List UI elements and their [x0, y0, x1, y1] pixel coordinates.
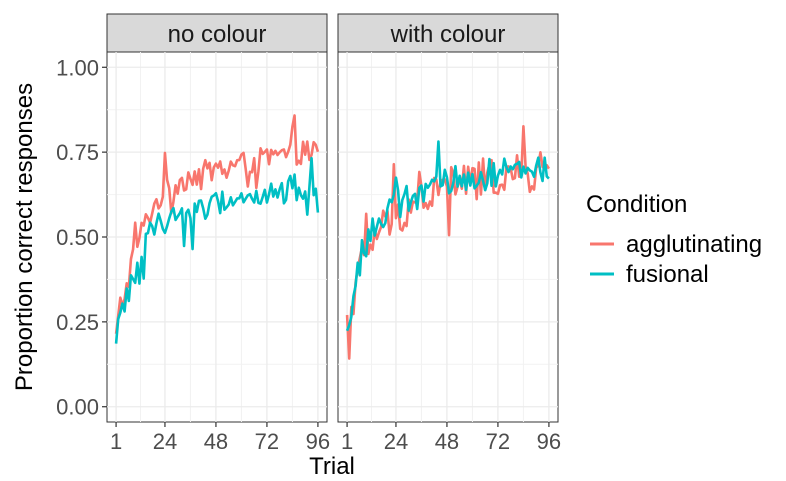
x-axis-ticks: 1 24 48 72 96 [110, 422, 330, 454]
series-line-fusional [345, 140, 550, 332]
x-tick-label: 24 [153, 429, 177, 454]
facet-strip-label: with colour [390, 21, 506, 48]
y-tick-label: 1.00 [56, 55, 99, 80]
x-tick-label: 24 [384, 429, 408, 454]
y-tick-label: 0.00 [56, 395, 99, 420]
x-tick-label: 96 [306, 429, 330, 454]
x-tick-label: 48 [204, 429, 228, 454]
series-lines [114, 114, 320, 344]
y-tick-label: 0.75 [56, 140, 99, 165]
x-tick-label: 72 [486, 429, 510, 454]
legend-title: Condition [586, 191, 687, 218]
x-axis-title: Trial [309, 453, 355, 480]
facet-panel-no-colour: no colour 1 24 48 72 96 [106, 13, 330, 454]
x-tick-label: 72 [255, 429, 279, 454]
x-tick-label: 96 [537, 429, 561, 454]
x-tick-label: 1 [341, 429, 353, 454]
y-axis-title: Proportion correct responses [11, 83, 38, 391]
legend-label-agglutinating: agglutinating [626, 231, 762, 258]
series-line-fusional [114, 156, 320, 344]
x-tick-label: 48 [435, 429, 459, 454]
facet-panel-with-colour: with colour 1 24 48 72 96 [337, 13, 561, 454]
x-tick-label: 1 [110, 429, 122, 454]
legend-label-fusional: fusional [626, 261, 709, 288]
legend: Condition agglutinating fusional [586, 191, 762, 288]
facet-strip-label: no colour [168, 21, 267, 48]
y-tick-label: 0.50 [56, 225, 99, 250]
facet-strip [106, 13, 328, 53]
y-axis-ticks: 0.00 0.25 0.50 0.75 1.00 [56, 55, 107, 420]
x-axis-ticks: 1 24 48 72 96 [341, 422, 561, 454]
series-lines [345, 124, 551, 360]
series-line-agglutinating [345, 124, 551, 360]
y-tick-label: 0.25 [56, 310, 99, 335]
